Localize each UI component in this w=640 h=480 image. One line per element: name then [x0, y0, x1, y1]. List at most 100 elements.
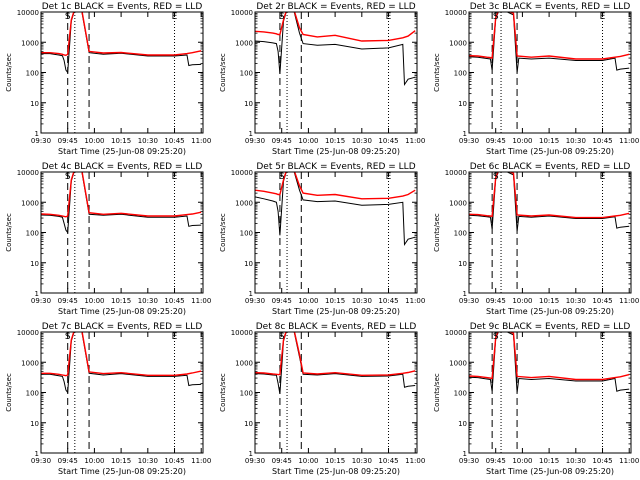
y-tick-label: 1	[249, 290, 253, 298]
x-tick-label: 11:00	[619, 457, 639, 465]
y-tick-label: 1000	[449, 199, 467, 207]
marker-e: E	[600, 12, 606, 22]
x-tick-label: 10:30	[352, 137, 372, 145]
y-tick-label: 10	[30, 260, 39, 268]
y-tick-label: 10	[30, 420, 39, 428]
y-tick-label: 1	[35, 290, 39, 298]
x-tick-label: 10:30	[138, 137, 158, 145]
y-tick-label: 100	[454, 390, 467, 398]
x-tick-label: 10:45	[378, 457, 398, 465]
x-axis-label: Start Time (25-Jun-08 09:25:20)	[58, 147, 186, 156]
series-line	[41, 332, 202, 394]
y-tick-label: 10000	[231, 9, 253, 17]
chart-title: Det 3c BLACK = Events, RED = LLD	[470, 2, 631, 12]
x-tick-label: 10:45	[378, 297, 398, 305]
y-tick-label: 10	[244, 420, 253, 428]
chart-title: Det 9c BLACK = Events, RED = LLD	[470, 322, 631, 332]
y-tick-label: 10000	[445, 9, 467, 17]
plot-frame	[254, 171, 418, 294]
x-axis-label: Start Time (25-Jun-08 09:25:20)	[486, 147, 614, 156]
y-tick-label: 1000	[449, 39, 467, 47]
y-tick-label: 10	[30, 100, 39, 108]
x-tick-label: 10:00	[84, 297, 104, 305]
chart-panel: Det 7c BLACK = Events, RED = LLD Counts/s…	[5, 322, 211, 476]
y-tick-label: 1	[463, 290, 467, 298]
x-axis-label: Start Time (25-Jun-08 09:25:20)	[272, 307, 400, 316]
x-tick-label: 10:00	[84, 457, 104, 465]
y-axis-label: Counts/sec	[433, 53, 441, 92]
marker-s: S	[65, 172, 71, 182]
x-tick-label: 09:30	[459, 137, 479, 145]
marker-s: S	[279, 172, 285, 182]
x-tick-label: 10:45	[592, 457, 612, 465]
plot-frame	[40, 11, 204, 134]
x-axis-label: Start Time (25-Jun-08 09:25:20)	[58, 307, 186, 316]
plot-frame	[468, 331, 632, 454]
marker-s: S	[493, 172, 499, 182]
x-tick-label: 10:00	[512, 457, 532, 465]
x-tick-label: 09:30	[31, 297, 51, 305]
x-tick-label: 10:30	[566, 457, 586, 465]
marker-e: E	[386, 12, 392, 22]
y-tick-label: 1	[35, 130, 39, 138]
series-line	[255, 12, 416, 87]
marker-e: E	[386, 332, 392, 342]
x-tick-label: 09:30	[459, 457, 479, 465]
y-tick-label: 1000	[235, 359, 253, 367]
y-axis-label: Counts/sec	[433, 373, 441, 412]
x-tick-label: 10:30	[138, 457, 158, 465]
x-tick-label: 10:15	[325, 457, 345, 465]
series-line	[469, 12, 630, 73]
y-tick-label: 1000	[235, 39, 253, 47]
y-tick-label: 10	[458, 100, 467, 108]
y-tick-label: 10000	[17, 9, 39, 17]
x-tick-label: 10:00	[298, 457, 318, 465]
x-tick-label: 09:30	[245, 137, 265, 145]
plot-frame	[468, 171, 632, 294]
series-line	[41, 12, 202, 57]
y-tick-label: 100	[454, 230, 467, 238]
y-tick-label: 10000	[17, 329, 39, 337]
y-axis-label: Counts/sec	[219, 53, 227, 92]
x-tick-label: 10:15	[111, 457, 131, 465]
x-tick-label: 10:30	[352, 457, 372, 465]
y-axis-label: Counts/sec	[5, 373, 13, 412]
series-line	[469, 332, 630, 393]
y-tick-label: 10	[244, 100, 253, 108]
marker-e: E	[172, 172, 178, 182]
x-tick-label: 10:30	[566, 137, 586, 145]
x-tick-label: 09:45	[58, 457, 78, 465]
x-tick-label: 10:00	[512, 137, 532, 145]
marker-s: S	[65, 12, 71, 22]
y-tick-label: 10000	[231, 169, 253, 177]
y-axis-label: Counts/sec	[219, 213, 227, 252]
x-tick-label: 09:45	[486, 457, 506, 465]
y-tick-label: 100	[26, 390, 39, 398]
x-axis-label: Start Time (25-Jun-08 09:25:20)	[272, 467, 400, 476]
x-axis-label: Start Time (25-Jun-08 09:25:20)	[486, 467, 614, 476]
x-tick-label: 10:00	[298, 297, 318, 305]
x-tick-label: 09:45	[486, 137, 506, 145]
x-tick-label: 10:00	[298, 137, 318, 145]
x-tick-label: 09:45	[486, 297, 506, 305]
x-tick-label: 10:15	[539, 457, 559, 465]
chart-panel: Det 4c BLACK = Events, RED = LLD Counts/s…	[5, 162, 211, 316]
series-line	[255, 172, 416, 200]
series-line	[41, 172, 202, 218]
chart-panel: Det 2r BLACK = Events, RED = LLD Counts/s…	[219, 2, 425, 156]
y-tick-label: 100	[240, 70, 253, 78]
x-tick-label: 10:30	[566, 297, 586, 305]
chart-title: Det 4c BLACK = Events, RED = LLD	[42, 162, 203, 172]
x-tick-label: 09:45	[272, 297, 292, 305]
series-line	[41, 172, 202, 234]
x-tick-label: 09:30	[31, 457, 51, 465]
x-tick-label: 09:45	[272, 137, 292, 145]
x-tick-label: 10:45	[592, 137, 612, 145]
x-tick-label: 10:00	[84, 137, 104, 145]
x-tick-label: 09:45	[272, 457, 292, 465]
y-axis-label: Counts/sec	[5, 53, 13, 92]
y-tick-label: 1	[463, 450, 467, 458]
chart-panel: Det 8c BLACK = Events, RED = LLD Counts/s…	[219, 322, 425, 476]
y-tick-label: 100	[26, 230, 39, 238]
